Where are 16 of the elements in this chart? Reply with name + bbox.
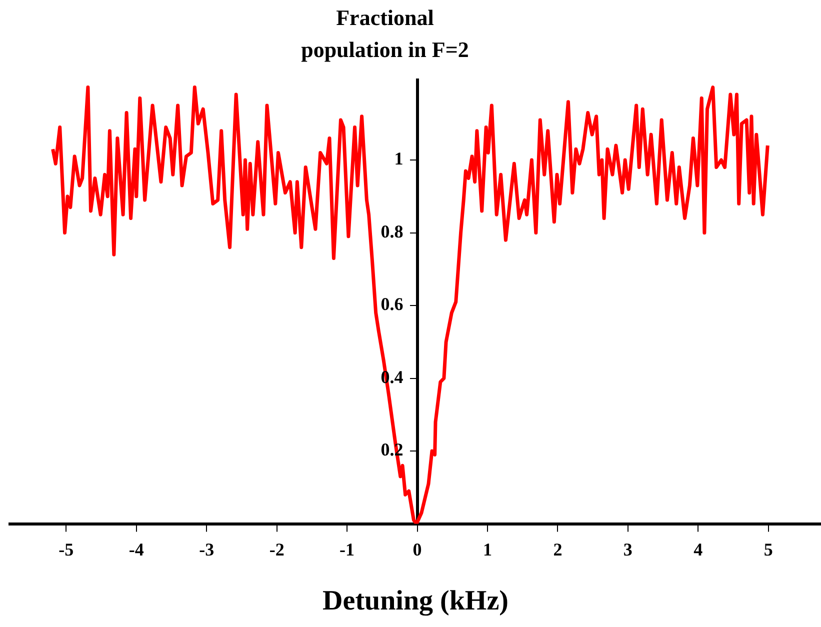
y-tick-label: 1: [394, 148, 404, 169]
x-tick-label: -5: [58, 539, 74, 560]
x-tick-label: -3: [199, 539, 214, 560]
x-tick-label: 5: [764, 539, 773, 560]
x-axis-title: Detuning (kHz): [322, 585, 508, 616]
y-tick-label: 0.8: [380, 221, 404, 242]
x-tick-label: 0: [412, 539, 422, 560]
x-tick-label: -4: [128, 539, 144, 560]
x-tick-label: -1: [340, 539, 355, 560]
x-tick-label: 4: [694, 539, 703, 560]
x-tick-label: 3: [623, 539, 632, 560]
x-tick-label: -2: [269, 539, 284, 560]
x-tick-label: 1: [482, 539, 492, 560]
chart-title: Fractional population in F=2: [300, 4, 470, 64]
x-tick-label: 2: [553, 539, 562, 560]
y-tick-label: 0.6: [380, 294, 404, 314]
